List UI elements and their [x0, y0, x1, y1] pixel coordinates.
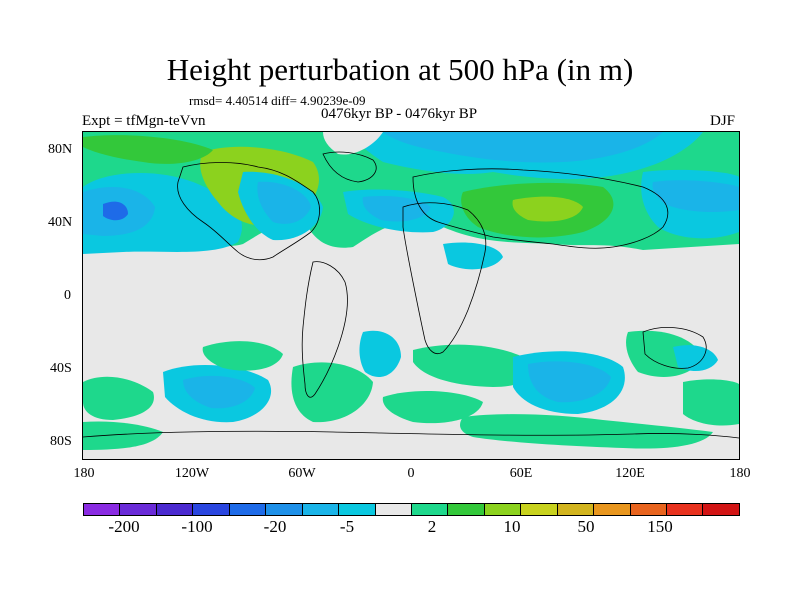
south-pacific-east-high [683, 379, 739, 426]
lon-label-120w: 120W [174, 466, 210, 481]
colorbar-box [411, 504, 449, 515]
coastlines [83, 151, 739, 439]
lon-label-120e: 120E [615, 466, 645, 481]
lat-label-80s: 80S [50, 434, 72, 449]
colorbar-box [630, 504, 667, 515]
colorbar-label: 10 [503, 517, 521, 536]
experiment-label: Expt = tfMgn-teVvn [82, 113, 206, 129]
south-pacific-low-core [183, 375, 255, 409]
lon-label-60w: 60W [288, 466, 316, 481]
colorbar-box [193, 504, 230, 515]
south-atlantic-low [359, 330, 401, 377]
contour-fill [83, 132, 739, 450]
colorbar-label: 150 [647, 517, 673, 536]
period-label: 0476kyr BP - 0476kyr BP [321, 106, 478, 122]
south-atlantic-belt [382, 390, 483, 424]
north-pacific-low-center [103, 201, 128, 221]
colorbar-box [667, 504, 704, 515]
colorbar-box [594, 504, 631, 515]
central-asia-high-core [512, 196, 583, 222]
lat-label-40n: 40N [48, 215, 73, 230]
arctic-low-core [383, 132, 663, 163]
colorbar-box [84, 504, 121, 515]
south-west-pacific-low [673, 345, 718, 372]
colorbar-label: -100 [181, 517, 213, 536]
north-america-low-core [257, 181, 311, 224]
colorbar-box [557, 504, 595, 515]
colorbar-box [339, 504, 376, 515]
lat-label-0: 0 [64, 288, 71, 303]
coast-north-america [177, 162, 320, 261]
arctic-neutral-gap [323, 132, 383, 155]
coast-antarctica [83, 430, 739, 439]
antarctic-west-high [83, 421, 163, 450]
arctic-high-west [83, 135, 213, 164]
nw-pacific-low-core [652, 180, 739, 212]
colorbar [83, 503, 740, 516]
stats-subtitle: rmsd= 4.40514 diff= 4.90239e-09 [189, 93, 366, 108]
south-africa-high [413, 344, 534, 387]
lon-label-0: 0 [407, 466, 415, 481]
north-atlantic-low-core [362, 196, 431, 222]
colorbar-box [448, 504, 485, 515]
coast-australia [642, 327, 707, 369]
lon-label-180w: 180 [73, 466, 95, 481]
colorbar-box [484, 504, 522, 515]
south-pacific-west-high [83, 376, 154, 420]
arabia-low [443, 242, 503, 270]
coast-south-america [301, 261, 348, 398]
coast-eurasia [412, 168, 669, 249]
colorbar-box [375, 504, 412, 515]
colorbar-box [120, 504, 157, 515]
chart-title: Height perturbation at 500 hPa (in m) [166, 52, 634, 87]
coast-africa [402, 202, 487, 355]
colorbar-label: 50 [577, 517, 595, 536]
colorbar-label: 2 [427, 517, 437, 536]
coast-greenland [322, 151, 377, 183]
colorbar-label: -5 [339, 517, 355, 536]
antarctic-ring-high [460, 414, 713, 449]
lon-label-180e: 180 [729, 466, 751, 481]
season-label: DJF [710, 113, 736, 129]
colorbar-label: -20 [263, 517, 287, 536]
south-atlantic-high [291, 362, 373, 423]
colorbar-label: -200 [108, 517, 140, 536]
map-svg [83, 132, 739, 459]
colorbar-box [229, 504, 267, 515]
lat-label-80n: 80N [48, 142, 73, 157]
south-indian-low-core [528, 361, 611, 403]
colorbar-box [156, 504, 194, 515]
colorbar-box [703, 504, 739, 515]
colorbar-box [302, 504, 340, 515]
south-pacific-high [202, 341, 283, 371]
colorbar-box [266, 504, 303, 515]
lat-label-40s: 40S [50, 361, 72, 376]
colorbar-box [521, 504, 558, 515]
map-plot [82, 131, 740, 460]
lon-label-60e: 60E [509, 466, 533, 481]
